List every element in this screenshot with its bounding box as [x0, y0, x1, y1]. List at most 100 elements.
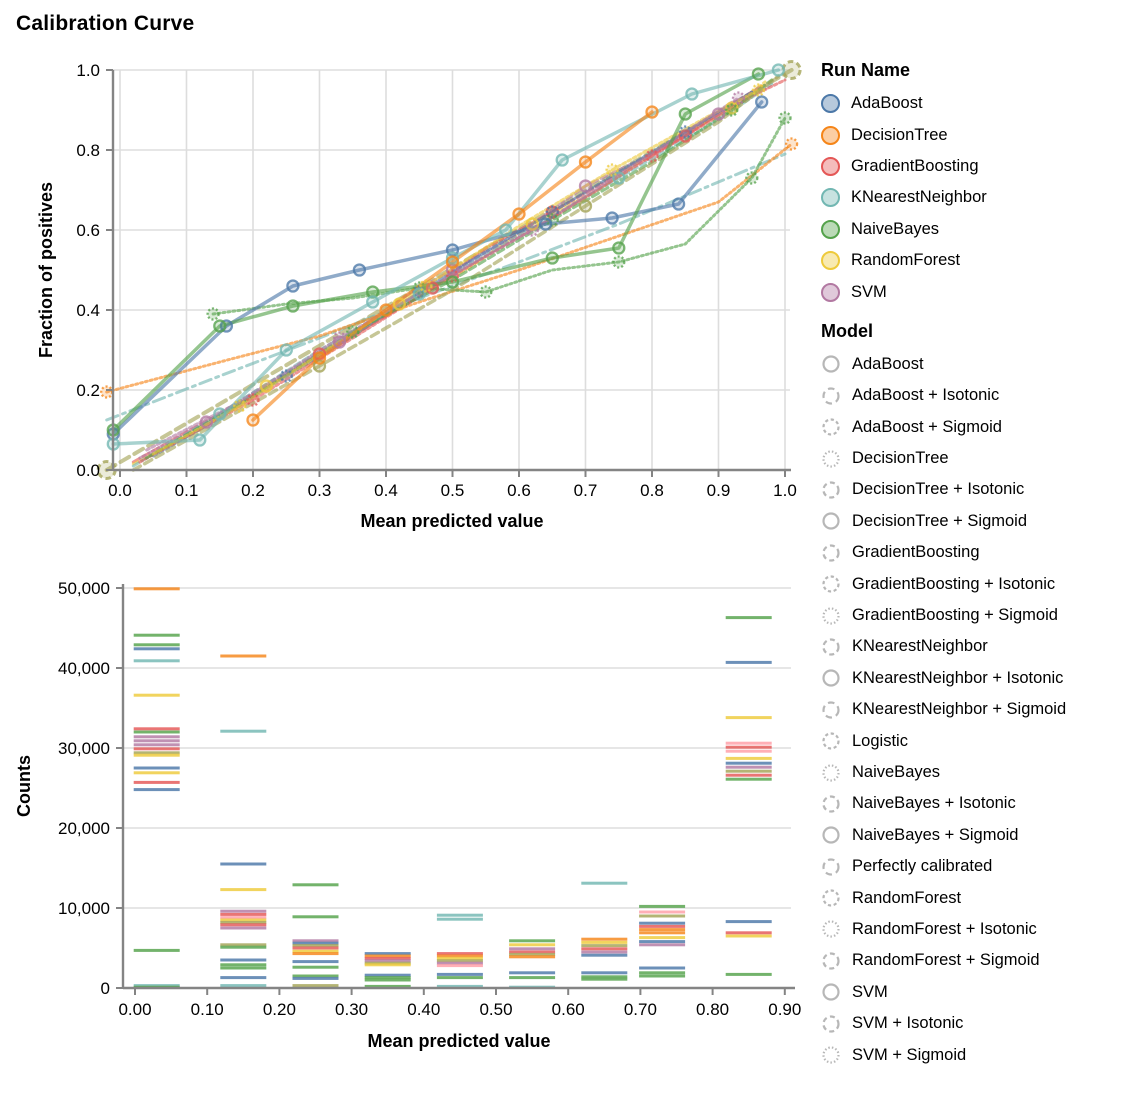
series-line [131, 74, 781, 472]
series-marker [233, 399, 247, 413]
legend-model-label: KNearestNeighbor + Isotonic [852, 668, 1064, 687]
count-tick [639, 928, 686, 932]
count-tick [292, 941, 339, 945]
legend-model-item-naivebayes-sigmoid[interactable]: NaiveBayes + Sigmoid [821, 820, 1136, 851]
series-line [111, 100, 764, 436]
count-tick [133, 771, 180, 775]
legend-model-label: GradientBoosting + Isotonic [852, 574, 1056, 593]
x-tick-label: 0.60 [552, 1000, 585, 1019]
legend-run-item-adaboost[interactable]: AdaBoost [821, 88, 1136, 119]
legend-model-item-naivebayes[interactable]: NaiveBayes [821, 757, 1136, 788]
legend-model-item-decisiontree-isotonic[interactable]: DecisionTree + Isotonic [821, 474, 1136, 505]
legend-model-label: RandomForest [852, 888, 962, 907]
legend-model-item-adaboost-isotonic[interactable]: AdaBoost + Isotonic [821, 380, 1136, 411]
run-color-swatch [821, 219, 840, 239]
legend-model-item-knearestneighbor[interactable]: KNearestNeighbor [821, 631, 1136, 662]
count-tick [725, 741, 772, 745]
count-tick [364, 976, 411, 980]
count-tick [220, 916, 267, 920]
series-marker [605, 211, 619, 225]
legend-model-item-naivebayes-isotonic[interactable]: NaiveBayes + Isotonic [821, 788, 1136, 819]
count-tick [581, 950, 628, 954]
y-tick-label: 0.6 [76, 221, 100, 240]
model-dash-circle-icon [822, 1015, 840, 1033]
series-marker [412, 287, 426, 301]
count-tick [133, 587, 180, 591]
count-tick [133, 739, 180, 743]
legend-model-item-decisiontree-sigmoid[interactable]: DecisionTree + Sigmoid [821, 506, 1136, 537]
run-color-swatch [821, 156, 840, 176]
legend-run-item-svm[interactable]: SVM [821, 276, 1136, 307]
count-tick [133, 647, 180, 651]
legend-model-label: DecisionTree [852, 449, 949, 468]
count-tick [364, 978, 411, 982]
legend-run-item-gradientboosting[interactable]: GradientBoosting [821, 151, 1136, 182]
count-tick [292, 960, 339, 964]
legend-model-item-svm-sigmoid[interactable]: SVM + Sigmoid [821, 1039, 1136, 1070]
model-dash-circle-icon [822, 669, 840, 687]
count-tick [509, 939, 556, 943]
model-dash-circle-icon [822, 1046, 840, 1064]
count-tick [509, 971, 556, 975]
legend-model-item-svm[interactable]: SVM [821, 977, 1136, 1008]
count-tick [725, 745, 772, 749]
legend-model-item-perfectly-calibrated[interactable]: Perfectly calibrated [821, 851, 1136, 882]
legend-model-item-svm-isotonic[interactable]: SVM + Isotonic [821, 1008, 1136, 1039]
count-tick [133, 780, 180, 784]
legend-model-item-gradientboosting[interactable]: GradientBoosting [821, 537, 1136, 568]
count-tick [220, 966, 267, 970]
legend-run-label: KNearestNeighbor [851, 188, 987, 207]
legend-model-item-randomforest[interactable]: RandomForest [821, 882, 1136, 913]
legend-model-item-adaboost[interactable]: AdaBoost [821, 349, 1136, 380]
count-tick [725, 756, 772, 760]
count-tick [133, 643, 180, 647]
legend-model-item-knearestneighbor-isotonic[interactable]: KNearestNeighbor + Isotonic [821, 663, 1136, 694]
legend-model-label: NaiveBayes + Sigmoid [852, 825, 1019, 844]
legend-model-item-gradientboosting-sigmoid[interactable]: GradientBoosting + Sigmoid [821, 600, 1136, 631]
legend-model-item-randomforest-isotonic[interactable]: RandomForest + Isotonic [821, 914, 1136, 945]
count-tick [220, 923, 267, 927]
series-marker [545, 251, 559, 265]
legend-model-item-gradientboosting-isotonic[interactable]: GradientBoosting + Isotonic [821, 568, 1136, 599]
series-marker [711, 107, 726, 121]
model-dash-circle-icon [822, 544, 840, 562]
y-tick-label: 0.8 [76, 141, 100, 160]
model-dash-circle-icon [822, 952, 840, 970]
model-dash-circle-icon [822, 481, 840, 499]
legend-run-item-decisiontree[interactable]: DecisionTree [821, 119, 1136, 150]
count-tick [133, 788, 180, 792]
count-tick [220, 654, 267, 658]
count-tick [133, 766, 180, 770]
legend-run-label: SVM [851, 282, 887, 301]
legend-run-item-knearestneighbor[interactable]: KNearestNeighbor [821, 182, 1136, 213]
count-tick [509, 976, 556, 980]
count-tick [436, 984, 483, 988]
legend-model-item-logistic[interactable]: Logistic [821, 725, 1136, 756]
y-tick-label: 1.0 [76, 61, 100, 80]
count-tick [220, 729, 267, 733]
x-tick-label: 0.4 [374, 481, 398, 500]
count-tick [220, 912, 267, 916]
count-tick [581, 971, 628, 975]
x-axis-title: Mean predicted value [367, 1031, 550, 1051]
count-tick [220, 920, 267, 924]
legend-model-item-decisiontree[interactable]: DecisionTree [821, 443, 1136, 474]
series-marker [678, 125, 692, 139]
legend-model-item-adaboost-sigmoid[interactable]: AdaBoost + Sigmoid [821, 412, 1136, 443]
count-tick [220, 909, 267, 913]
series-marker [784, 137, 799, 151]
legend-model-item-knearestneighbor-sigmoid[interactable]: KNearestNeighbor + Sigmoid [821, 694, 1136, 725]
count-tick [639, 921, 686, 925]
count-tick [436, 956, 483, 960]
count-tick [292, 949, 339, 953]
run-color-swatch [821, 251, 840, 271]
count-tick [509, 943, 556, 947]
count-tick [436, 972, 483, 976]
series-marker [392, 297, 406, 311]
model-dash-circle-icon [822, 763, 840, 782]
legend-run-item-naivebayes[interactable]: NaiveBayes [821, 214, 1136, 245]
series-marker [645, 149, 659, 163]
legend-model-item-randomforest-sigmoid[interactable]: RandomForest + Sigmoid [821, 945, 1136, 976]
count-tick [436, 959, 483, 963]
legend-run-item-randomforest[interactable]: RandomForest [821, 245, 1136, 276]
